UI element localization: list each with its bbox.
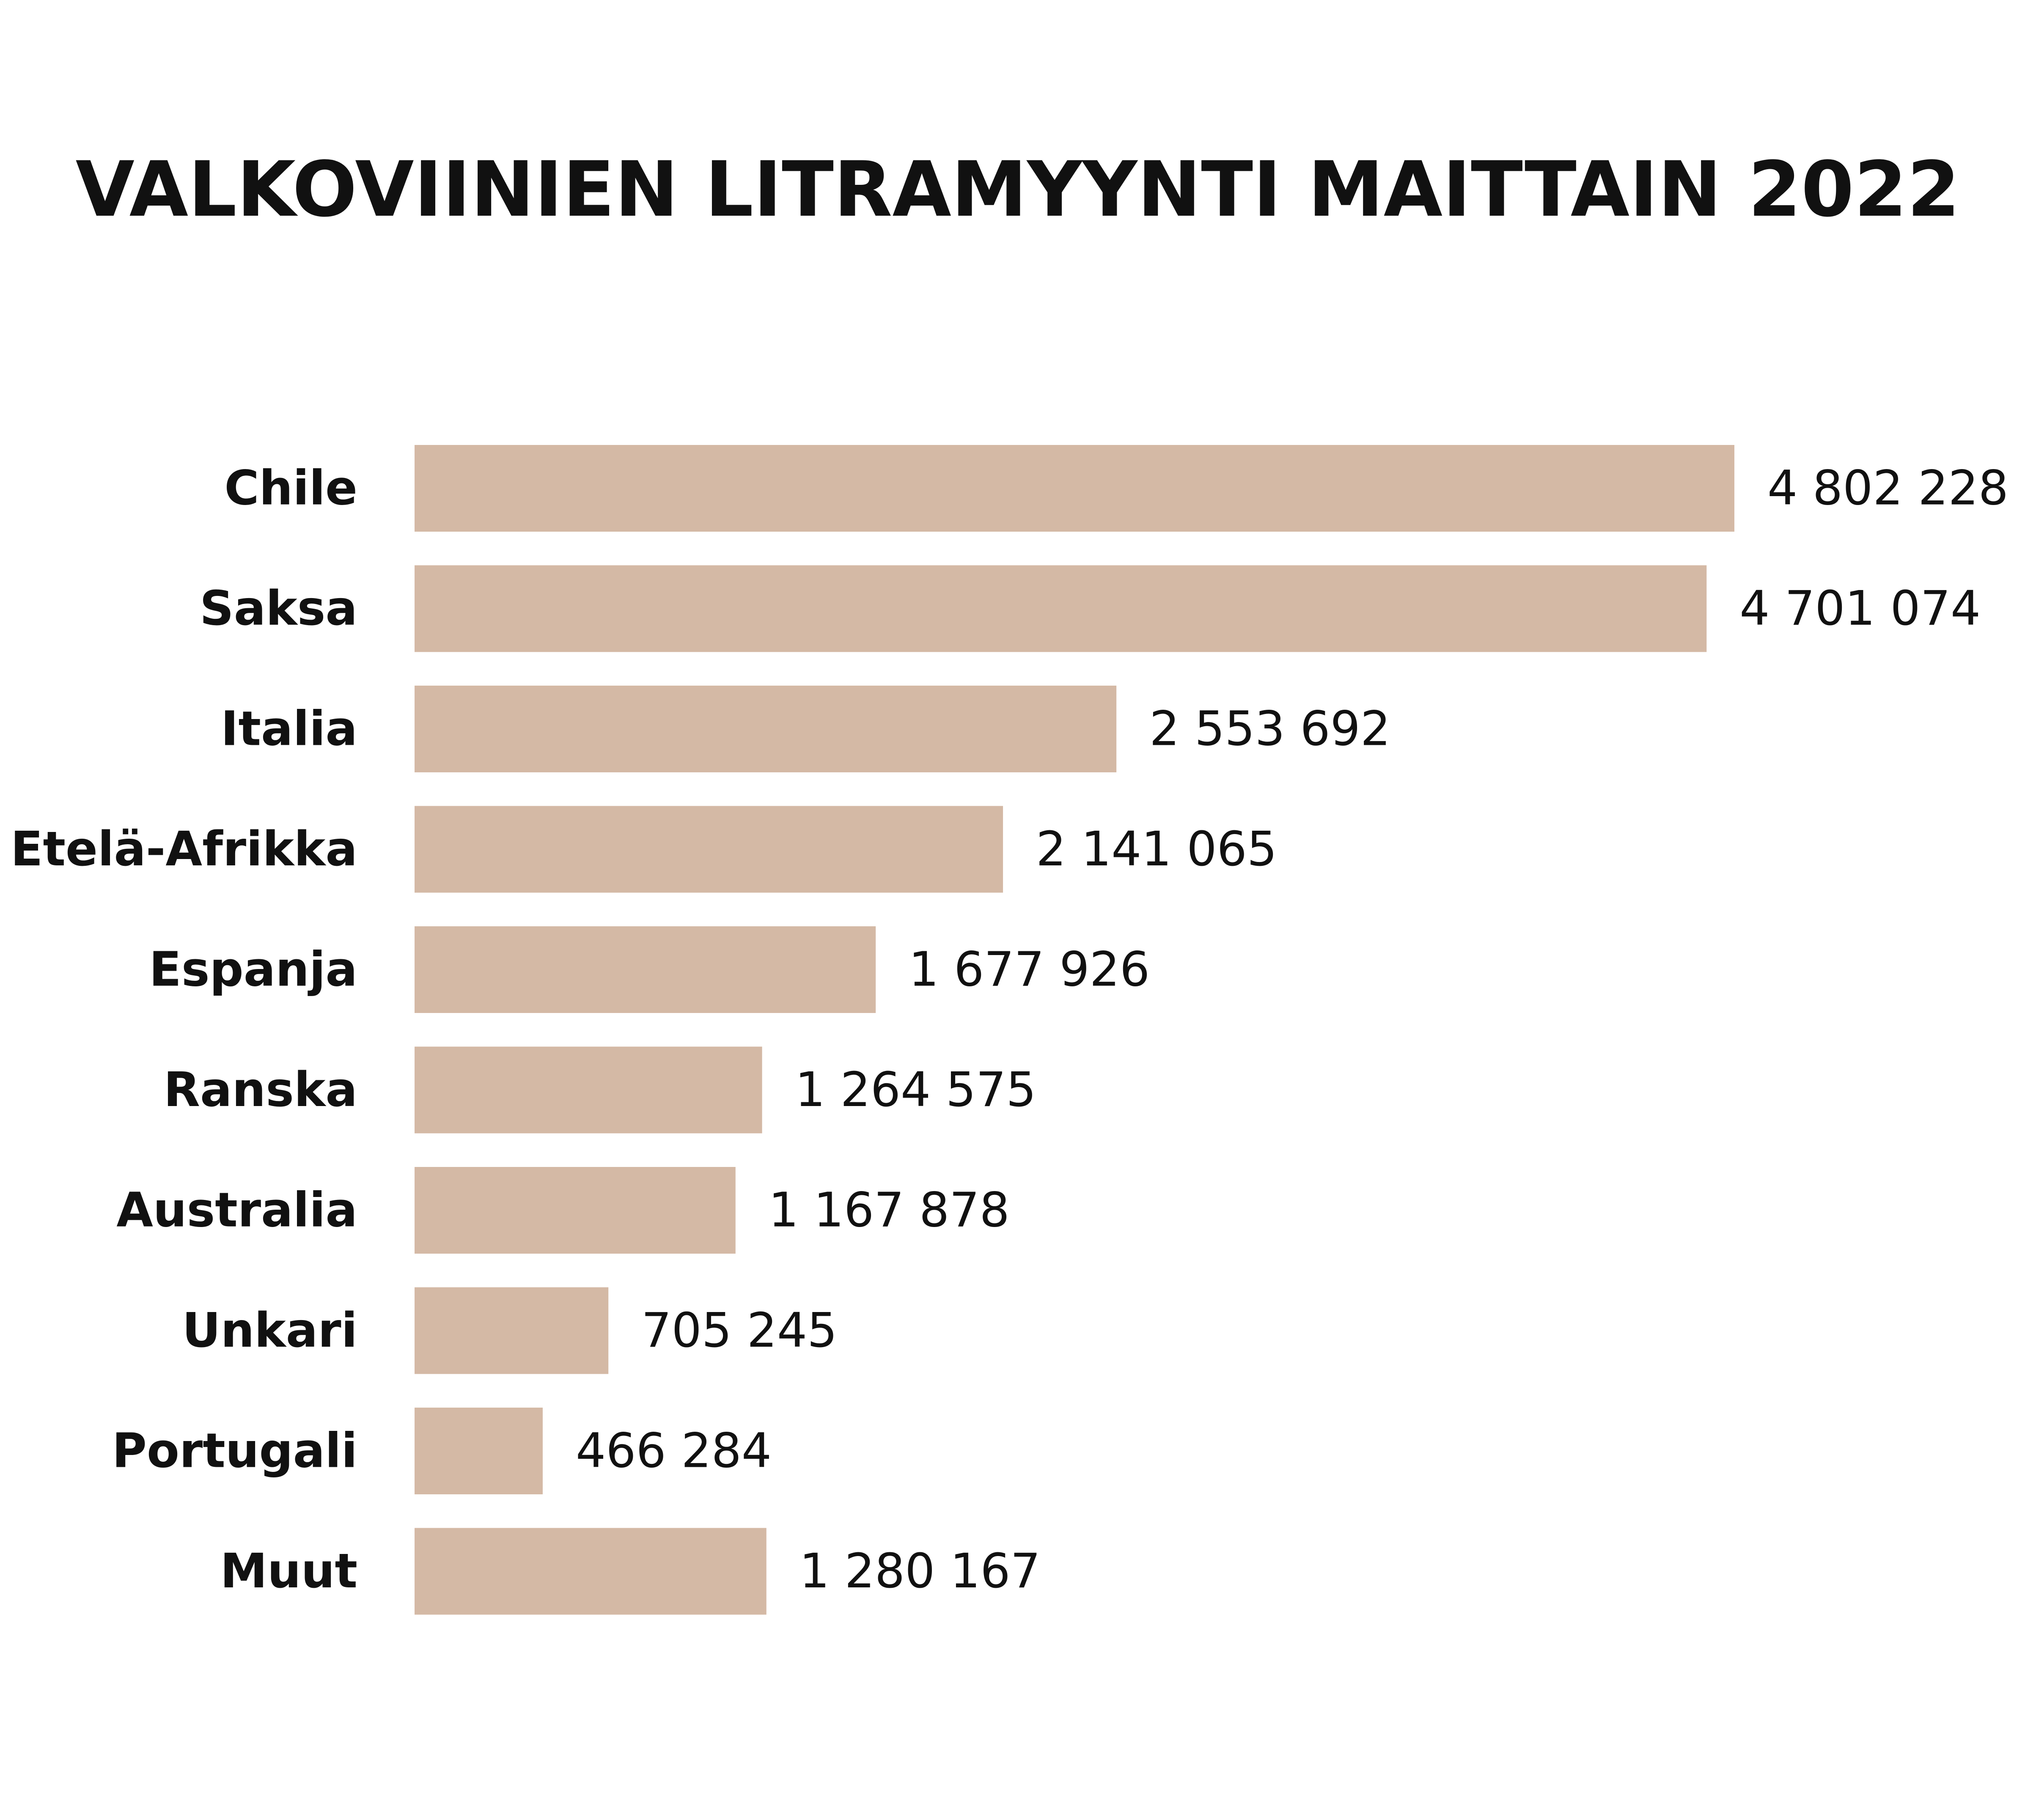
category-label-4: Espanja (149, 942, 357, 997)
category-label-9: Muut (220, 1544, 357, 1599)
bar-8 (415, 1408, 543, 1494)
category-label-1: Saksa (200, 581, 357, 636)
bar-4 (415, 926, 876, 1013)
value-label-1: 4 701 074 (1739, 581, 1981, 636)
value-label-0: 4 802 228 (1767, 461, 2009, 516)
chart-title: VALKOVIINIEN LITRAMYYNTI MAITTAIN 2022 (76, 145, 1960, 234)
bar-3 (415, 806, 1003, 893)
value-label-5: 1 264 575 (795, 1062, 1036, 1117)
value-label-3: 2 141 065 (1036, 822, 1277, 877)
category-label-2: Italia (221, 702, 357, 757)
bar-2 (415, 686, 1117, 772)
category-label-8: Portugali (112, 1424, 357, 1479)
value-label-2: 2 553 692 (1149, 702, 1390, 757)
bar-6 (415, 1167, 736, 1254)
category-label-5: Ranska (164, 1062, 357, 1117)
value-label-4: 1 677 926 (909, 942, 1150, 997)
value-label-7: 705 245 (641, 1303, 837, 1358)
category-label-3: Etelä-Afrikka (11, 822, 357, 877)
bar-5 (415, 1046, 762, 1134)
value-label-9: 1 280 167 (800, 1544, 1041, 1599)
bar-1 (415, 565, 1707, 652)
value-label-6: 1 167 878 (769, 1183, 1010, 1238)
bar-9 (415, 1528, 767, 1615)
category-label-0: Chile (224, 461, 357, 516)
category-labels: Chile Saksa Italia Etelä-Afrikka Espanja Rans… (11, 461, 357, 1599)
value-label-8: 466 284 (576, 1424, 772, 1479)
bars-layer (415, 445, 1734, 1615)
value-labels: 4 802 228 4 701 074 2 553 692 2 141 065 1 67… (576, 461, 2009, 1599)
category-label-7: Unkari (182, 1303, 357, 1358)
bar-0 (415, 445, 1734, 532)
category-label-6: Australia (116, 1183, 357, 1238)
bar-7 (415, 1287, 609, 1374)
